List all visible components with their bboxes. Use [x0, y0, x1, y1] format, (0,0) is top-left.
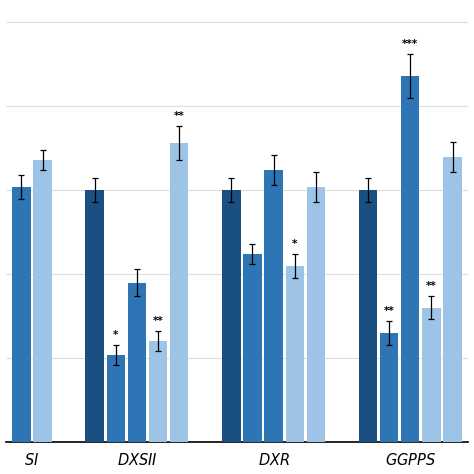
Bar — [222, 190, 240, 442]
Bar — [12, 187, 31, 442]
Bar — [401, 76, 419, 442]
Bar — [170, 143, 189, 442]
Bar — [285, 266, 304, 442]
Bar — [380, 333, 398, 442]
Bar — [149, 341, 167, 442]
Text: **: ** — [383, 306, 394, 316]
Text: **: ** — [426, 281, 437, 291]
Bar — [107, 355, 125, 442]
Text: **: ** — [153, 316, 164, 326]
Text: *: * — [292, 239, 297, 249]
Text: **: ** — [174, 111, 185, 121]
Bar — [33, 160, 52, 442]
Text: *: * — [113, 329, 118, 340]
Text: ***: *** — [402, 39, 418, 49]
Bar — [128, 283, 146, 442]
Bar — [443, 156, 462, 442]
Bar — [243, 254, 262, 442]
Bar — [264, 170, 283, 442]
Bar — [359, 190, 377, 442]
Bar — [422, 308, 441, 442]
Bar — [85, 190, 104, 442]
Bar — [307, 187, 325, 442]
